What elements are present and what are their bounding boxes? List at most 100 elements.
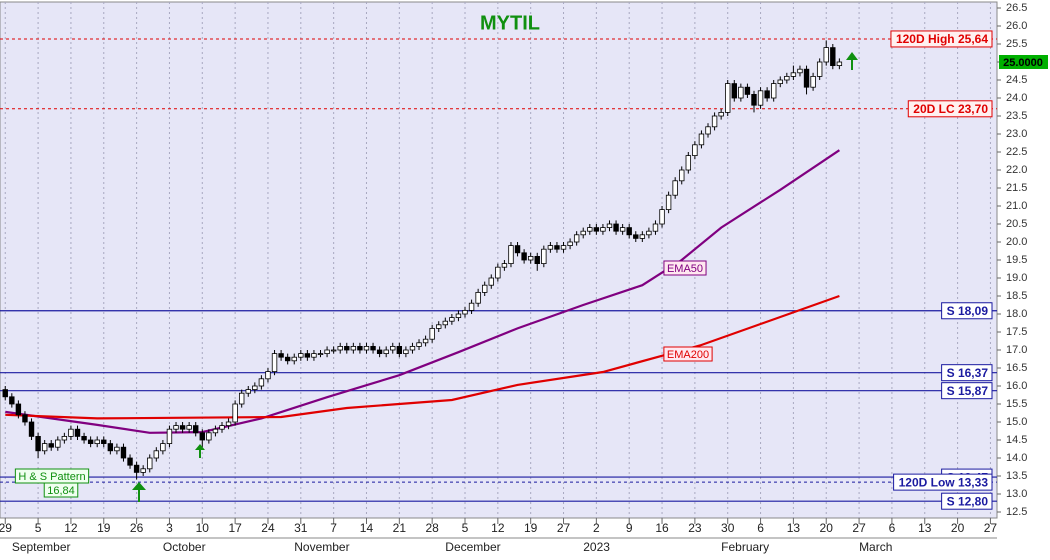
candle-body bbox=[28, 421, 35, 437]
level-label: S 12,80 bbox=[947, 494, 989, 508]
candle-body bbox=[41, 443, 48, 452]
candle-body bbox=[87, 439, 94, 444]
candle-body bbox=[298, 353, 304, 358]
series-label-box bbox=[663, 260, 707, 276]
candle-body bbox=[344, 345, 350, 351]
candle-body bbox=[429, 327, 435, 340]
candle-body bbox=[738, 86, 744, 99]
candle-body bbox=[238, 392, 245, 405]
last-price-label: 25.0000 bbox=[1003, 57, 1043, 69]
x-tick-label: 23 bbox=[688, 521, 702, 535]
candle-body bbox=[744, 86, 751, 95]
candle-body bbox=[659, 209, 665, 225]
candle-body bbox=[133, 464, 140, 473]
candle-body bbox=[9, 396, 15, 405]
candle-body bbox=[324, 349, 330, 354]
series-label-box bbox=[663, 346, 713, 362]
candle-body bbox=[665, 194, 672, 210]
y-tick-label: 21.0 bbox=[1006, 200, 1027, 212]
annotation: H & S Pattern bbox=[18, 471, 85, 483]
candle-body bbox=[751, 94, 757, 106]
arrow-up bbox=[846, 52, 858, 70]
candle-body bbox=[810, 76, 816, 88]
x-tick-label: 27 bbox=[984, 521, 998, 535]
candle-body bbox=[547, 245, 554, 250]
level-label-box bbox=[941, 492, 993, 510]
y-tick-label: 23.0 bbox=[1006, 128, 1027, 140]
candle-body bbox=[541, 248, 547, 264]
candle-body bbox=[416, 342, 422, 347]
candle-body bbox=[22, 414, 28, 423]
y-tick-label: 18.0 bbox=[1006, 308, 1027, 320]
candle-body bbox=[357, 345, 363, 351]
candle-body bbox=[718, 112, 724, 117]
candle-body bbox=[816, 61, 823, 77]
level-label-box bbox=[907, 100, 993, 118]
candle-body bbox=[68, 428, 74, 437]
candle-body bbox=[252, 385, 258, 390]
arrow-up bbox=[195, 444, 205, 458]
candle-body bbox=[468, 302, 475, 311]
candle-body bbox=[731, 83, 737, 99]
candle-body bbox=[107, 443, 114, 452]
level-label-box bbox=[893, 473, 993, 491]
candle-body bbox=[278, 353, 284, 358]
candle-body bbox=[153, 450, 160, 459]
y-tick-label: 13.5 bbox=[1006, 470, 1027, 482]
candle-body bbox=[797, 68, 803, 74]
candle-body bbox=[330, 349, 337, 352]
candle-body bbox=[606, 223, 613, 228]
candle-body bbox=[777, 79, 783, 84]
month-label: February bbox=[721, 540, 769, 554]
x-tick-label: 21 bbox=[393, 521, 407, 535]
month-label: September bbox=[12, 540, 71, 554]
candle-body bbox=[475, 291, 481, 304]
candle-body bbox=[173, 425, 179, 430]
month-label: December bbox=[445, 540, 500, 554]
candle-body bbox=[422, 338, 429, 344]
candle-body bbox=[55, 439, 61, 448]
candle-body bbox=[764, 90, 770, 99]
y-tick-label: 15.0 bbox=[1006, 416, 1027, 428]
chart-title: MYTIL bbox=[480, 12, 540, 34]
level-label: 20D LC 23,70 bbox=[913, 102, 988, 116]
x-tick-label: 7 bbox=[330, 521, 337, 535]
candle-body bbox=[455, 313, 462, 318]
arrow-up bbox=[132, 482, 146, 502]
x-tick-label: 20 bbox=[820, 521, 834, 535]
x-tick-label: 26 bbox=[130, 521, 144, 535]
candle-body bbox=[2, 389, 8, 398]
x-tick-label: 19 bbox=[97, 521, 111, 535]
x-tick-label: 17 bbox=[228, 521, 242, 535]
candle-body bbox=[619, 227, 626, 232]
level-label: 120D High 25,64 bbox=[896, 32, 988, 46]
candle-body bbox=[94, 439, 100, 444]
candle-body bbox=[830, 47, 836, 66]
y-tick-label: 22.5 bbox=[1006, 146, 1027, 158]
candle-body bbox=[488, 277, 494, 286]
candle-body bbox=[147, 457, 153, 470]
x-tick-label: 13 bbox=[787, 521, 801, 535]
level-label: 120D Low 13,33 bbox=[899, 475, 989, 489]
candle-body bbox=[212, 428, 219, 434]
candle-body bbox=[580, 230, 586, 236]
y-tick-label: 20.0 bbox=[1006, 236, 1027, 248]
candle-body bbox=[823, 47, 829, 63]
candle-body bbox=[35, 435, 41, 452]
x-tick-label: 27 bbox=[852, 521, 866, 535]
candle-body bbox=[403, 349, 409, 354]
candle-body bbox=[193, 425, 199, 434]
candle-body bbox=[311, 353, 317, 358]
candle-body bbox=[790, 72, 797, 77]
x-tick-label: 30 bbox=[721, 521, 735, 535]
candle-body bbox=[370, 345, 376, 351]
candle-body bbox=[232, 403, 238, 423]
candle-body bbox=[61, 435, 68, 441]
levels bbox=[0, 38, 997, 502]
x-tick-label: 20 bbox=[951, 521, 965, 535]
candle-body bbox=[692, 144, 698, 157]
candle-body bbox=[101, 439, 107, 444]
candle-body bbox=[626, 227, 632, 236]
candle-body bbox=[567, 241, 573, 246]
candle-body bbox=[179, 425, 186, 430]
